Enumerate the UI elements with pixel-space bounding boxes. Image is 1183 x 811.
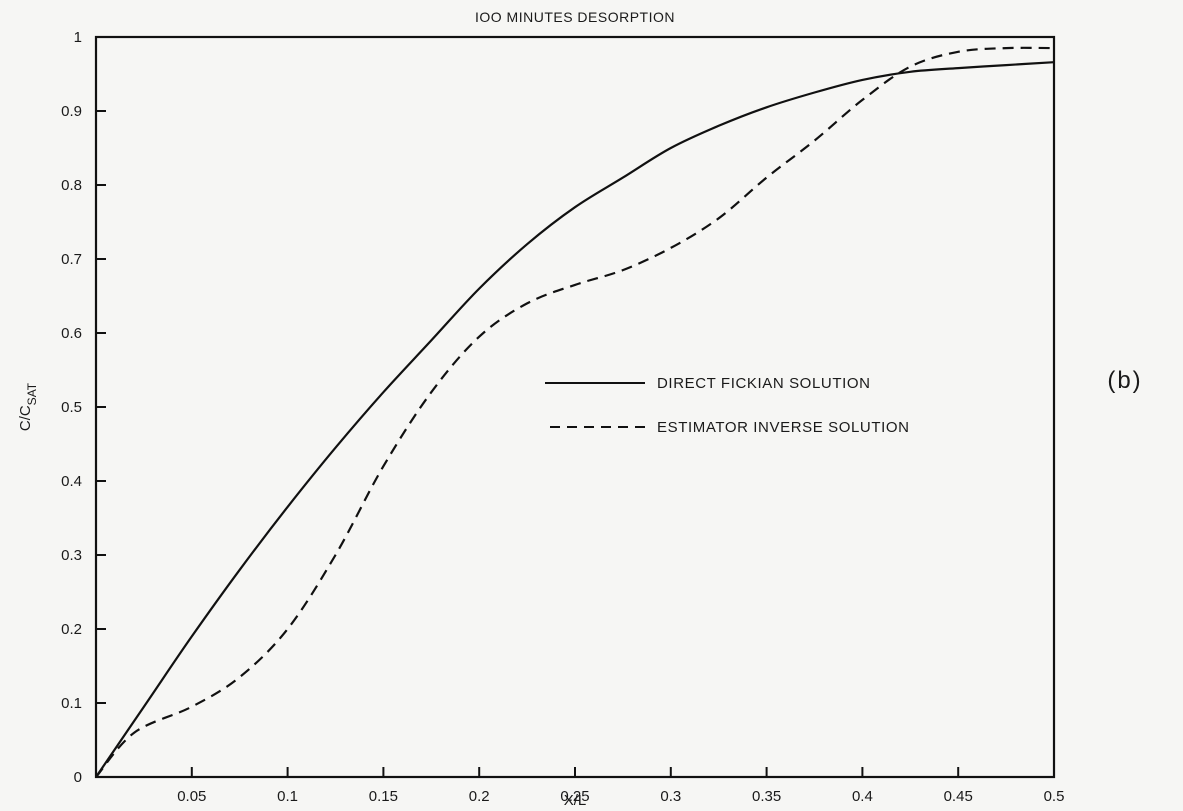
y-tick-label: 0.6 [61, 325, 82, 342]
chart-title: IOO MINUTES DESORPTION [475, 9, 675, 25]
plot-frame [94, 35, 1056, 779]
x-tick-label: 0.15 [369, 788, 398, 805]
x-tick-label: 0.05 [177, 788, 206, 805]
y-axis-label: C/CSAT [17, 382, 39, 431]
x-tick-label: 0.3 [660, 788, 681, 805]
x-tick-label: 0.4 [852, 788, 873, 805]
x-tick-label: 0.1 [277, 788, 298, 805]
y-tick-label: 0.5 [61, 399, 82, 416]
y-tick-label: 0.2 [61, 621, 82, 638]
y-tick-label: 0.1 [61, 695, 82, 712]
panel-label: (b) [1107, 367, 1142, 394]
series [95, 46, 1055, 778]
y-tick-label: 0.7 [61, 251, 82, 268]
y-tick-label: 0.3 [61, 547, 82, 564]
legend: DIRECT FICKIAN SOLUTION ESTIMATOR INVERS… [545, 375, 910, 436]
x-tick-label: 0.45 [944, 788, 973, 805]
series-line-direct-fickian [95, 61, 1055, 778]
y-axis-label-subscript: SAT [25, 382, 39, 405]
x-tick-label: 0.35 [752, 788, 781, 805]
y-axis-label-main: C/C [17, 405, 34, 431]
y-tick-label: 0 [74, 769, 82, 786]
y-tick-label: 0.4 [61, 473, 82, 490]
axes [94, 35, 1056, 779]
ticks: 0 0.1 0.2 0.3 0.4 0.5 0.6 0.7 0.8 0.9 1 0.05 0.1 0.15… [61, 29, 1064, 805]
x-axis-label: X/L [564, 792, 587, 809]
y-tick-label: 1 [74, 29, 82, 46]
y-tick-label: 0.8 [61, 177, 82, 194]
y-tick-label: 0.9 [61, 103, 82, 120]
x-tick-label: 0.5 [1044, 788, 1065, 805]
x-tick-label: 0.2 [469, 788, 490, 805]
x-tick-label: 0.25 [560, 788, 589, 805]
series-line-estimator-inverse [95, 46, 1055, 778]
legend-label-direct-fickian: DIRECT FICKIAN SOLUTION [657, 375, 871, 392]
legend-label-estimator-inverse: ESTIMATOR INVERSE SOLUTION [657, 419, 910, 436]
